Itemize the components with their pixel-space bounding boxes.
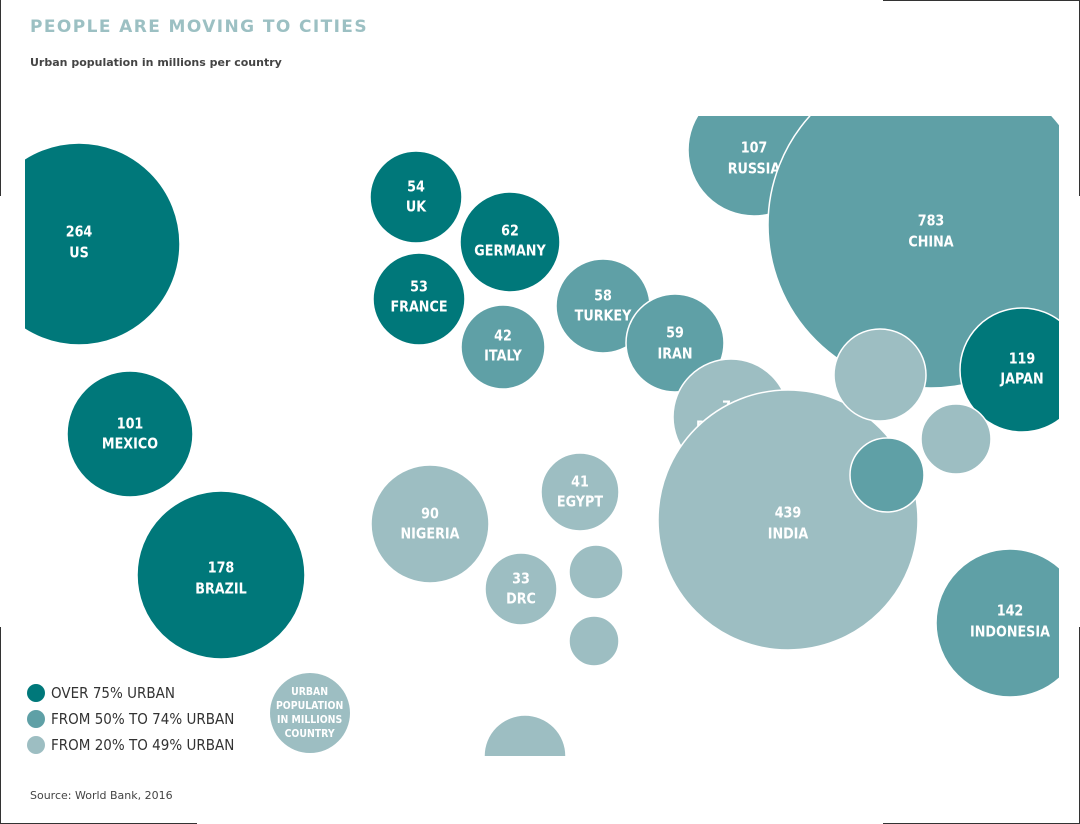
bubble-value-mexico: 101	[117, 415, 144, 432]
bubble-value-germany: 62	[501, 222, 519, 239]
bubble-value-uk: 54	[407, 178, 425, 195]
bubble-value-china: 783	[918, 212, 945, 229]
bubble-label-japan: JAPAN	[999, 370, 1043, 387]
frame-line-left-bottom	[0, 627, 1, 824]
bubble-us	[25, 142, 181, 346]
bubble-india	[657, 389, 919, 651]
bubble-label-italy: ITALY	[484, 347, 523, 364]
bubble-value-nigeria: 90	[421, 505, 439, 522]
bubble-label-egypt: EGYPT	[557, 493, 604, 510]
legend-item-20-49: FROM 20% TO 49% URBAN	[27, 732, 255, 758]
key-bubble-text: URBAN POPULATION IN MILLIONS COUNTRY	[276, 685, 344, 740]
chart-subtitle: Urban population in millions per country	[30, 56, 282, 69]
bubble-value-iran: 59	[666, 324, 684, 341]
bubble-label-drc: DRC	[506, 590, 536, 607]
bubble-label-turkey: TURKEY	[575, 307, 632, 324]
bubble-value-france: 53	[410, 278, 428, 295]
bubble-value-japan: 119	[1009, 350, 1036, 367]
legend-item-over-75: OVER 75% URBAN	[27, 680, 255, 706]
legend: OVER 75% URBAN FROM 50% TO 74% URBAN FRO…	[27, 680, 255, 758]
bubble-label-india: INDIA	[768, 525, 809, 542]
bubble-unlabeled-22	[483, 714, 567, 756]
bubble-mexico	[66, 370, 194, 498]
bubble-france	[372, 252, 466, 346]
source-note: Source: World Bank, 2016	[30, 789, 173, 802]
bubble-value-russia: 107	[741, 139, 768, 156]
bubble-italy	[460, 304, 546, 390]
bubble-indonesia	[935, 548, 1059, 698]
bubble-unlabeled-20	[568, 544, 624, 600]
legend-item-50-74: FROM 50% TO 74% URBAN	[27, 706, 255, 732]
legend-dot-50-74	[27, 710, 45, 728]
bubble-unlabeled-21	[568, 615, 620, 667]
key-bubble: URBAN POPULATION IN MILLIONS COUNTRY	[270, 673, 350, 753]
frame-line-left	[0, 0, 1, 196]
bubble-label-nigeria: NIGERIA	[401, 525, 460, 542]
bubble-label-france: FRANCE	[390, 298, 447, 315]
bubble-label-indonesia: INDONESIA	[970, 623, 1050, 640]
bubble-value-egypt: 41	[571, 473, 589, 490]
legend-dot-20-49	[27, 736, 45, 754]
bubble-japan	[959, 307, 1059, 433]
bubble-egypt	[540, 452, 620, 532]
frame-line-top-right	[883, 0, 1080, 1]
bubble-label-us: US	[69, 244, 89, 261]
bubble-value-turkey: 58	[594, 287, 612, 304]
bubble-label-germany: GERMANY	[474, 242, 546, 259]
bubble-unlabeled-23	[849, 437, 925, 513]
bubble-value-brazil: 178	[208, 559, 235, 576]
bubble-label-brazil: BRAZIL	[195, 580, 247, 597]
bubble-label-china: CHINA	[908, 233, 953, 250]
bubble-unlabeled-19	[920, 403, 992, 475]
bubble-label-russia: RUSSIA	[728, 160, 781, 177]
bubble-unlabeled-18	[833, 328, 927, 422]
bubble-germany	[459, 191, 561, 293]
bubble-value-india: 439	[775, 504, 802, 521]
legend-label-over-75: OVER 75% URBAN	[51, 684, 175, 702]
bubble-value-us: 264	[66, 223, 93, 240]
bubble-value-indonesia: 142	[997, 602, 1024, 619]
bubble-uk	[369, 150, 463, 244]
bubble-value-drc: 33	[512, 570, 530, 587]
bubble-value-italy: 42	[494, 327, 512, 344]
legend-dot-over-75	[27, 684, 45, 702]
chart-title: PEOPLE ARE MOVING TO CITIES	[30, 17, 368, 37]
bubble-label-uk: UK	[406, 198, 427, 215]
bubble-nigeria	[370, 464, 490, 584]
bubble-label-mexico: MEXICO	[102, 435, 158, 452]
legend-label-50-74: FROM 50% TO 74% URBAN	[51, 710, 235, 728]
bubble-brazil	[136, 490, 306, 660]
legend-label-20-49: FROM 20% TO 49% URBAN	[51, 736, 235, 754]
bubble-drc	[484, 552, 558, 626]
bubble-label-iran: IRAN	[657, 345, 692, 362]
